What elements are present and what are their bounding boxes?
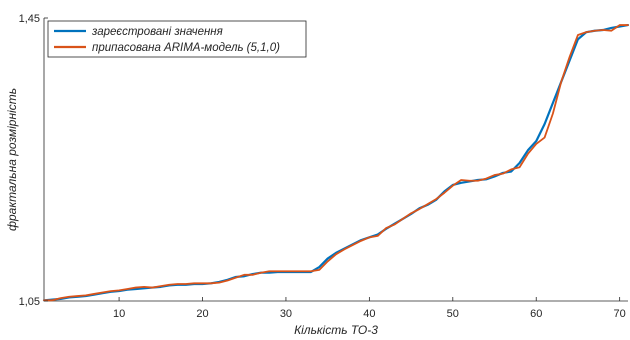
x-tick-label: 20 [196, 308, 208, 320]
legend: зареєстровані значення припасована ARIMA… [47, 20, 307, 58]
series-layer [42, 23, 630, 302]
x-tick-label: 30 [280, 308, 292, 320]
x-tick-label: 10 [113, 308, 125, 320]
plot-area [43, 18, 628, 302]
x-tick-label: 70 [614, 308, 626, 320]
plot-background [44, 18, 628, 301]
y-tick-label: 1,05 [19, 296, 40, 308]
x-axis-label: Кількість ТО-3 [294, 323, 378, 337]
legend-box [47, 20, 307, 58]
ticks-layer: 10 20 30 40 50 60 70 1,05 1,45 [19, 13, 626, 320]
x-tick-label: 40 [363, 308, 375, 320]
x-tick-label: 60 [530, 308, 542, 320]
legend-label-registered: зареєстровані значення [91, 26, 223, 38]
legend-label-arima: припасована ARIMA-модель (5,1,0) [92, 42, 280, 54]
series-line-registered [42, 23, 630, 302]
y-axis-label: фрактальна розмірність [5, 88, 19, 231]
x-tick-label: 50 [447, 308, 459, 320]
y-tick-label: 1,45 [19, 13, 40, 25]
series-line-arima [43, 24, 629, 302]
